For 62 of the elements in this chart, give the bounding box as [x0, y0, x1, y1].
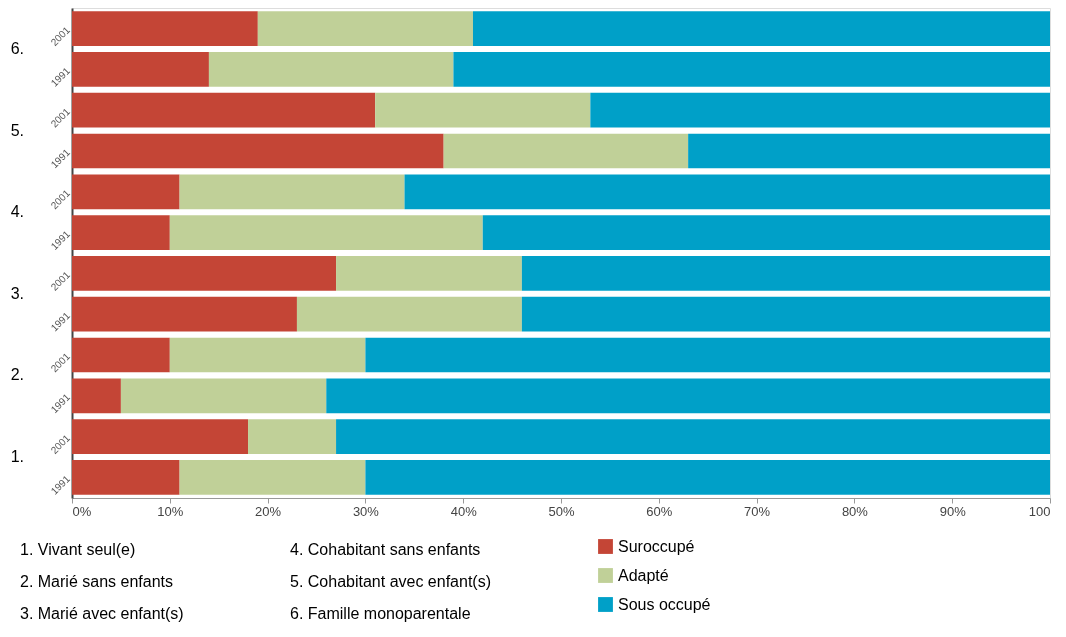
bar — [72, 460, 180, 495]
bar — [72, 11, 258, 46]
bar — [72, 215, 170, 250]
x-tick-label: 10% — [157, 503, 184, 519]
bar — [169, 215, 483, 250]
text: 6. Famille monoparentale — [290, 605, 471, 622]
text: 5. Cohabitant avec enfant(s) — [290, 573, 492, 590]
legend-label: Sous occupé — [618, 595, 711, 613]
bar — [72, 337, 170, 373]
bar — [179, 174, 405, 210]
legend-label: Suroccupé — [618, 537, 695, 555]
bar — [590, 92, 1050, 128]
bar — [336, 419, 1050, 454]
text: 6. — [10, 40, 24, 58]
bar — [72, 92, 376, 128]
bar — [72, 378, 121, 414]
text: 4. — [10, 203, 24, 221]
bar — [375, 92, 591, 128]
x-tick-label: 90% — [939, 503, 967, 519]
bar — [443, 133, 689, 169]
bar — [482, 215, 1050, 250]
x-tick-label: 30% — [352, 503, 380, 519]
x-tick-label: 0% — [72, 503, 92, 519]
x-tick-label: 70% — [744, 503, 771, 519]
bar — [365, 460, 1050, 495]
x-tick-label: 50% — [548, 503, 575, 519]
bar — [120, 378, 327, 414]
legend-label: Adapté — [618, 566, 669, 584]
bar — [169, 337, 366, 373]
bar — [72, 256, 337, 291]
bar — [72, 296, 297, 332]
x-tick-label: 40% — [450, 503, 478, 519]
bar — [326, 378, 1050, 414]
bar — [453, 52, 1050, 87]
bar — [521, 256, 1050, 291]
bar — [336, 256, 522, 291]
bar — [257, 11, 473, 46]
text: 1. Vivant seul(e) — [20, 541, 136, 558]
bar — [365, 337, 1050, 373]
bar — [472, 11, 1050, 46]
bar — [72, 52, 209, 87]
bar — [521, 296, 1050, 332]
text: 4. Cohabitant sans enfants — [290, 541, 481, 558]
bar — [72, 419, 249, 454]
text: 5. — [10, 121, 24, 139]
text: 2. Marié sans enfants — [20, 573, 173, 590]
bar — [179, 460, 366, 495]
bar — [688, 133, 1050, 169]
text: 3. — [10, 284, 24, 302]
text: 3. Marié avec enfant(s) — [20, 605, 184, 622]
bar — [248, 419, 337, 454]
x-tick-label: 80% — [841, 503, 869, 519]
text: 1. — [10, 448, 24, 466]
text: 2. — [10, 366, 24, 384]
bar — [72, 133, 444, 169]
bar — [72, 174, 180, 210]
x-tick-label: 20% — [255, 503, 282, 519]
bar — [296, 296, 522, 332]
bar — [208, 52, 454, 87]
bar — [404, 174, 1050, 210]
x-tick-label: 60% — [646, 503, 673, 519]
x-tick-label: 100 — [1028, 503, 1051, 519]
